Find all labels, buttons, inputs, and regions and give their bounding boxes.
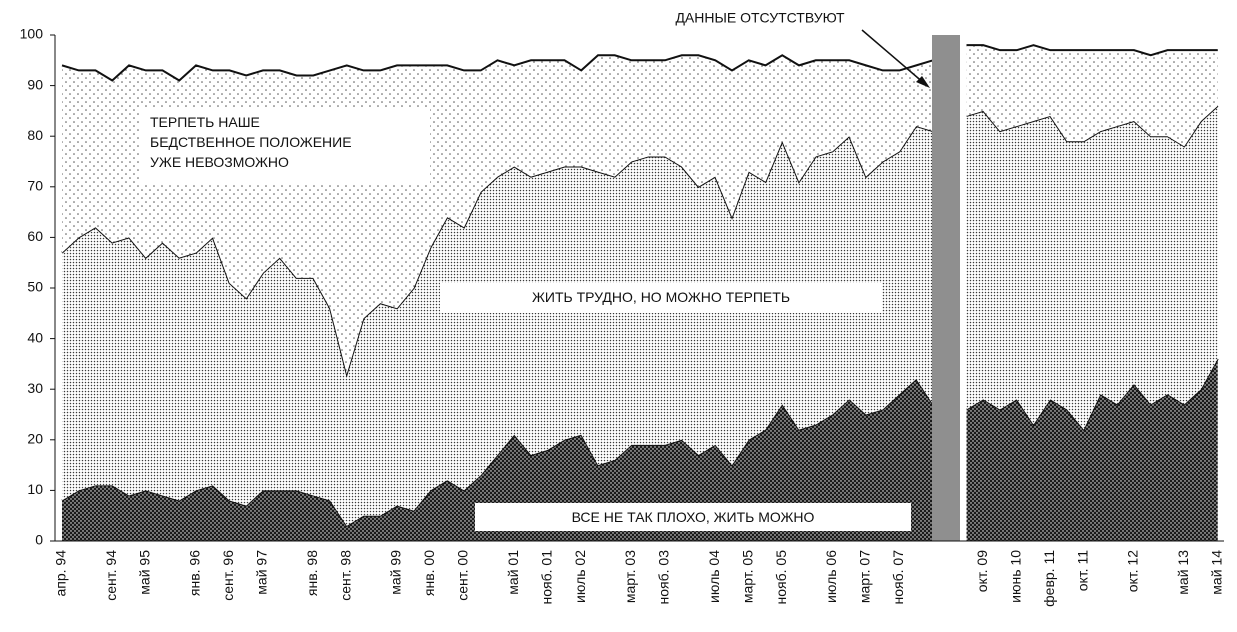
y-tick-label: 30 [27, 380, 43, 396]
y-tick-label: 80 [27, 127, 43, 143]
x-tick-label: июль 04 [706, 550, 722, 603]
x-tick-label: нояб. 03 [656, 550, 672, 605]
y-tick-label: 70 [27, 178, 43, 194]
annotation: ДАННЫЕ ОТСУТСТВУЮТ [675, 10, 845, 26]
y-tick-label: 20 [27, 431, 43, 447]
x-tick-label: сент. 98 [337, 550, 353, 601]
x-tick-label: июль 06 [823, 550, 839, 603]
x-tick-label: июль 02 [572, 550, 588, 603]
x-tick-label: окт. 12 [1125, 550, 1141, 592]
area [62, 126, 933, 526]
series-label-text: ВСЕ НЕ ТАК ПЛОХО, ЖИТЬ МОЖНО [475, 503, 911, 531]
area [966, 45, 1218, 147]
x-tick-label: нояб. 01 [538, 550, 554, 605]
x-tick-label: март. 05 [739, 550, 755, 603]
x-tick-label: янв. 98 [304, 550, 320, 596]
x-tick-label: нояб. 07 [890, 550, 906, 605]
y-tick-label: 40 [27, 329, 43, 345]
area [62, 379, 933, 541]
x-tick-label: март. 03 [622, 550, 638, 603]
area [966, 105, 1218, 430]
x-tick-label: сент. 94 [103, 550, 119, 601]
x-tick-label: май 95 [136, 550, 152, 595]
x-tick-label: янв. 96 [187, 550, 203, 596]
y-tick-label: 50 [27, 279, 43, 295]
x-tick-label: апр. 94 [53, 550, 69, 597]
x-tick-label: май 13 [1175, 550, 1191, 595]
x-tick-label: май 01 [505, 550, 521, 595]
x-tick-label: май 99 [388, 550, 404, 595]
y-tick-label: 90 [27, 76, 43, 92]
x-tick-label: март. 07 [857, 550, 873, 603]
series-label: ТЕРПЕТЬ НАШЕ БЕДСТВЕННОЕ ПОЛОЖЕНИЕ УЖЕ Н… [140, 108, 430, 184]
series-label-text: ТЕРПЕТЬ НАШЕ БЕДСТВЕННОЕ ПОЛОЖЕНИЕ УЖЕ Н… [140, 108, 430, 184]
y-tick-label: 100 [20, 26, 44, 42]
y-tick-label: 60 [27, 228, 43, 244]
x-tick-label: сент. 96 [220, 550, 236, 601]
x-tick-label: май 14 [1208, 550, 1224, 595]
x-tick-label: окт. 11 [1074, 550, 1090, 591]
series-label: ВСЕ НЕ ТАК ПЛОХО, ЖИТЬ МОЖНО [475, 503, 911, 531]
series-line [966, 44, 1218, 57]
y-tick-label: 0 [35, 532, 43, 548]
series-line [61, 54, 934, 82]
x-tick-label: янв. 00 [421, 550, 437, 596]
no-data-bar [932, 35, 960, 541]
annotation-arrowhead [916, 76, 930, 88]
annotation-arrow [861, 29, 926, 85]
area [966, 358, 1218, 541]
series-label-text: ЖИТЬ ТРУДНО, НО МОЖНО ТЕРПЕТЬ [440, 283, 882, 313]
x-tick-label: июнь 10 [1007, 550, 1023, 603]
x-tick-label: окт. 09 [974, 550, 990, 592]
x-tick-label: нояб. 05 [773, 550, 789, 605]
series-label: ЖИТЬ ТРУДНО, НО МОЖНО ТЕРПЕТЬ [440, 283, 882, 313]
x-tick-label: май 97 [254, 550, 270, 595]
y-tick-label: 10 [27, 481, 43, 497]
x-tick-label: сент. 00 [455, 550, 471, 601]
x-tick-label: февр. 11 [1041, 550, 1057, 607]
